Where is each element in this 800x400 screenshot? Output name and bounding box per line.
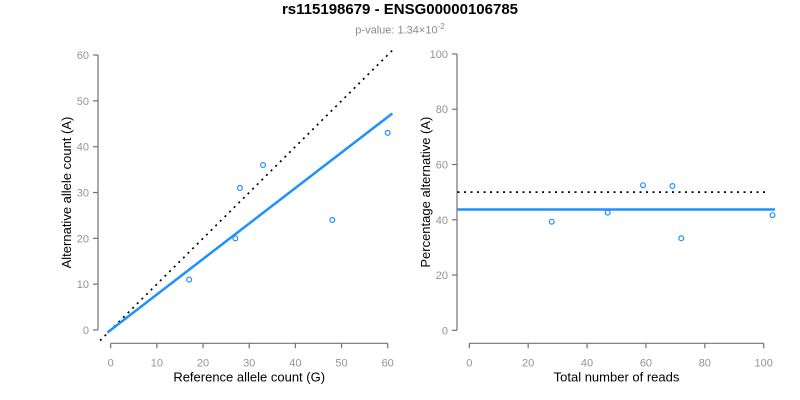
y-tick-label: 50 xyxy=(77,96,89,108)
y-tick-label: 40 xyxy=(77,142,89,154)
y-tick-label: 0 xyxy=(83,325,89,337)
y-tick-label: 80 xyxy=(436,104,448,116)
data-point xyxy=(639,182,646,189)
x-tick-label: 60 xyxy=(640,357,652,369)
percentage-alternative-panel: 0 20 40 60 80 100 0 20 40 60 80 100 Total number of … xyxy=(418,49,776,384)
x-tick-label: 40 xyxy=(289,357,301,369)
x-tick-label: 60 xyxy=(382,357,394,369)
x-axis-title: Total number of reads xyxy=(554,369,680,384)
data-point xyxy=(232,235,239,242)
data-point xyxy=(260,162,267,169)
x-tick-label: 80 xyxy=(699,357,711,369)
data-point xyxy=(769,212,776,219)
y-tick-label: 20 xyxy=(77,233,89,245)
data-point xyxy=(329,217,336,224)
y-tick-label: 20 xyxy=(436,270,448,282)
data-point xyxy=(548,218,555,225)
x-tick-label: 10 xyxy=(151,357,163,369)
x-tick-label: 0 xyxy=(108,357,114,369)
data-point xyxy=(604,209,611,216)
y-tick-label: 10 xyxy=(77,279,89,291)
data-point xyxy=(669,183,676,190)
x-tick-label: 30 xyxy=(243,357,255,369)
y-axis-title: Percentage alternative (A) xyxy=(418,117,433,268)
x-tick-label: 100 xyxy=(755,357,773,369)
data-point xyxy=(678,235,685,242)
y-tick-label: 30 xyxy=(77,188,89,200)
fit-line xyxy=(106,112,394,334)
data-point xyxy=(384,129,391,136)
y-axis-title: Alternative allele count (A) xyxy=(59,117,74,269)
pvalue-subtitle: p-value: 1.34×10-2 xyxy=(0,22,800,37)
data-point xyxy=(236,184,243,191)
allele-counts-panel: 0 10 20 30 40 50 60 0 10 20 30 40 50 60 Reference alle… xyxy=(59,48,395,384)
data-point xyxy=(186,276,193,283)
x-tick-label: 50 xyxy=(335,357,347,369)
y-tick-label: 40 xyxy=(436,215,448,227)
x-tick-label: 20 xyxy=(197,357,209,369)
pvalue-exponent: -2 xyxy=(437,22,445,31)
x-tick-label: 40 xyxy=(581,357,593,369)
y-tick-label: 60 xyxy=(77,50,89,62)
y-tick-label: 0 xyxy=(442,325,448,337)
figure-title: rs115198679 - ENSG00000106785 xyxy=(281,1,519,18)
y-tick-label: 60 xyxy=(436,160,448,172)
x-tick-label: 0 xyxy=(466,357,472,369)
x-axis-title: Reference allele count (G) xyxy=(173,369,325,384)
identity-line xyxy=(99,48,395,342)
y-tick-label: 100 xyxy=(430,49,448,61)
pvalue-text: p-value: 1.34×10 xyxy=(355,24,438,37)
x-tick-label: 20 xyxy=(522,357,534,369)
